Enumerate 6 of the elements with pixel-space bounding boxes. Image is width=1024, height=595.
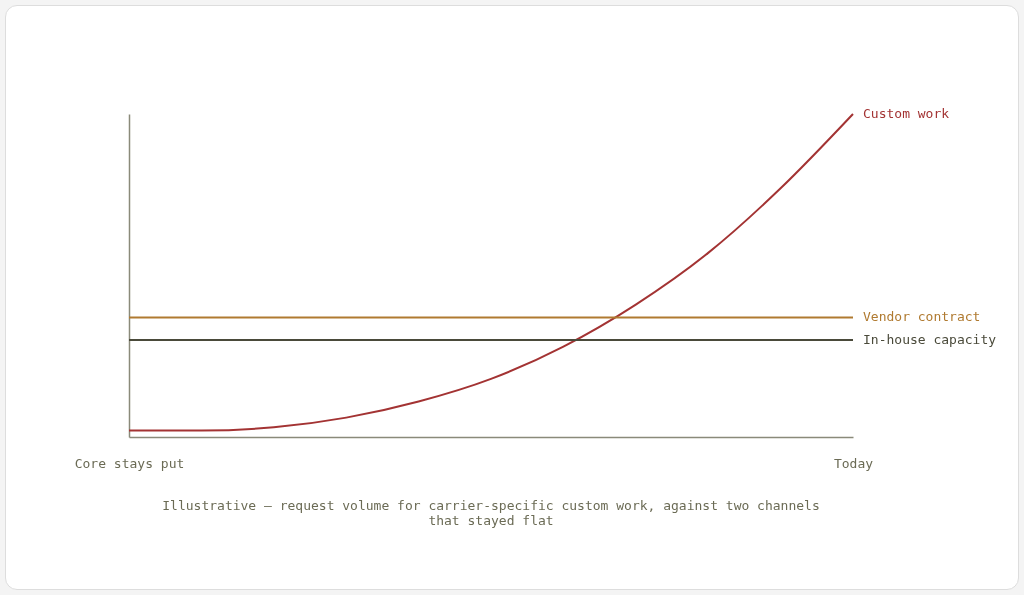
series-label: Vendor contract [863,309,981,325]
x-tick-label: Today [833,455,874,471]
x-tick-label: Core stays put [74,455,185,471]
text: Illustrative — request volume for carrier-specific custom work, against two channels that stayed flat [162,498,820,528]
series-label: In-house capacity [863,332,997,348]
series-label: Custom work [863,106,950,121]
